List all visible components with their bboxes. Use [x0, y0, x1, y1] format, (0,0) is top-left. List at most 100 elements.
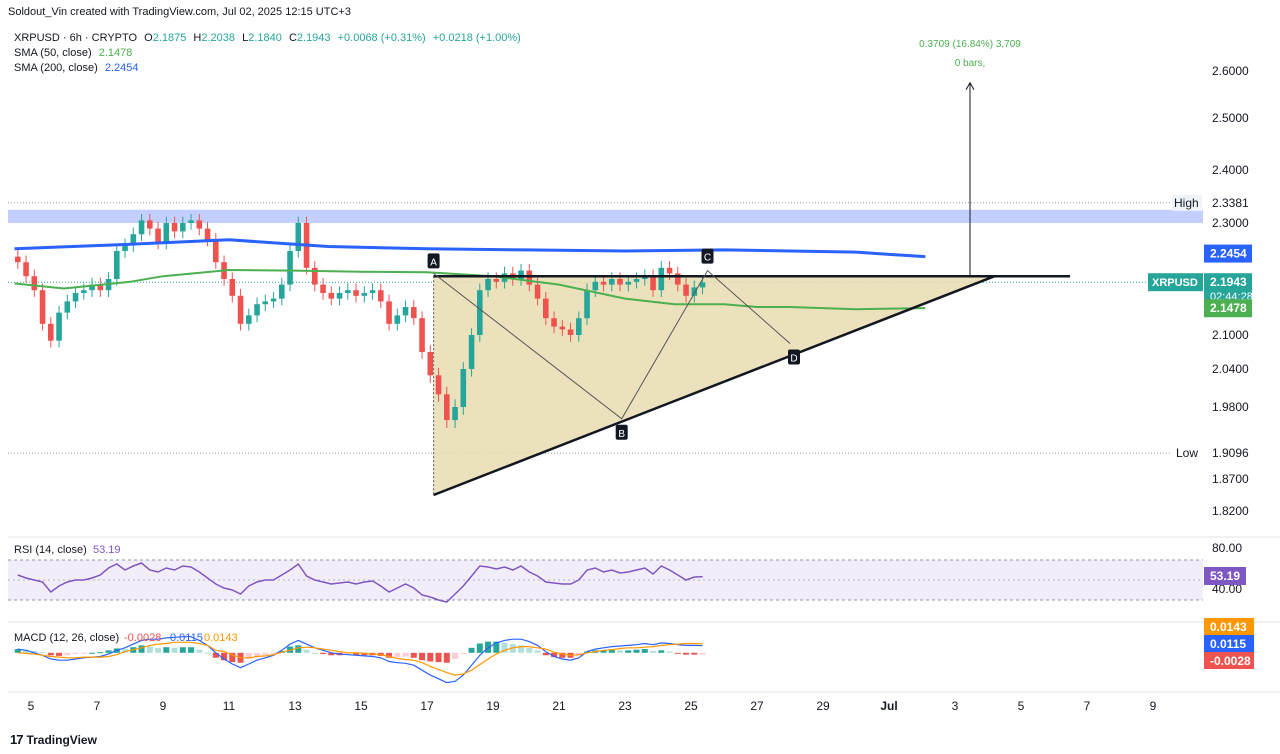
rsi-title: RSI (14, close) [14, 544, 87, 556]
candle [675, 266, 681, 292]
macd-histogram-bar [542, 652, 549, 656]
candle-body [204, 228, 211, 240]
candle-body [39, 290, 46, 324]
candle-body [56, 312, 62, 341]
candle [526, 263, 533, 292]
candle-body [237, 295, 244, 324]
candle [171, 216, 178, 239]
macd-line [17, 636, 703, 684]
time-tick-label: 19 [486, 699, 500, 713]
candle [262, 294, 269, 311]
macd-histogram-bar [526, 647, 533, 653]
candle-body [31, 276, 38, 291]
candle-body [229, 279, 236, 296]
change-value-2: +0.0218 (+1.00%) [432, 32, 521, 44]
high-label: H [193, 32, 202, 44]
candle [650, 269, 656, 297]
symbol-line: XRPUSD · 6h · CRYPTO [14, 32, 138, 44]
candle [691, 280, 698, 303]
pattern-point-a: A [427, 253, 440, 269]
macd-histogram-bar [435, 652, 442, 663]
candle [468, 328, 475, 377]
price-tag-text: 2.1943 [1210, 275, 1247, 289]
time-tick-label: 15 [354, 699, 368, 713]
candle-body [213, 239, 219, 263]
candle [435, 367, 442, 402]
candle-body [180, 223, 186, 232]
candle [270, 291, 277, 309]
candle [600, 275, 607, 292]
candle-body [460, 369, 467, 407]
candle [576, 311, 582, 342]
macd-histogram-bar [39, 652, 46, 654]
macd-histogram-bar [443, 652, 450, 663]
attribution-text: Soldout_Vin created with TradingView.com… [8, 6, 351, 18]
candle [625, 275, 632, 292]
candle-body [435, 375, 442, 395]
candle-body [196, 220, 203, 229]
candle-body [468, 335, 475, 369]
macd-histogram-bar [212, 652, 219, 658]
high-value: 2.2038 [201, 32, 236, 44]
candle [188, 213, 194, 230]
candle-body [147, 220, 153, 229]
sma200-legend[interactable]: SMA (200, close) 2.2454 [14, 62, 138, 74]
candle-body [485, 279, 491, 291]
sma50-legend[interactable]: SMA (50, close) 2.1478 [14, 47, 132, 59]
rsi-line [17, 562, 703, 603]
candle-body [402, 307, 409, 316]
rsi-legend-value: 53.19 [93, 544, 121, 556]
sma50-value: 2.1478 [98, 47, 133, 59]
candle-body [600, 281, 607, 285]
candle-body [114, 251, 120, 279]
sma50-price-tag: 2.1478 [1204, 299, 1252, 318]
macd-histogram-bar [691, 652, 698, 655]
macd-histogram-bar [386, 652, 393, 658]
high-label: High [1174, 196, 1199, 210]
macd-tag-bg [1204, 652, 1254, 669]
macd-histogram-bar [138, 645, 145, 653]
candle [336, 286, 343, 306]
candle [452, 399, 458, 428]
close-label: C [288, 32, 297, 44]
macd-histogram-bar [344, 652, 351, 655]
tradingview-logo[interactable]: 17 TradingView [10, 732, 97, 747]
grid [8, 536, 1280, 693]
sma200-price-tag-text: 2.2454 [1210, 247, 1247, 261]
candle-body [336, 293, 343, 299]
time-tick-label: 11 [223, 699, 236, 713]
sma200-value: 2.2454 [104, 62, 139, 74]
macd-histogram-bar [641, 649, 648, 653]
low-value: 1.9096 [1212, 446, 1249, 460]
pattern-overlay: A B C D 0.3709 (16.84%) 3,709 0 bars, [427, 39, 1070, 497]
candle [287, 244, 293, 292]
candle [237, 289, 244, 331]
candle [246, 308, 252, 331]
macd-histogram-bar [270, 652, 277, 654]
macd-histogram-bar [47, 652, 54, 656]
abcd-zigzag [433, 269, 791, 420]
candle-body [592, 281, 599, 291]
candle-body [666, 267, 673, 274]
price-tick-label: 1.8200 [1212, 504, 1249, 518]
macd-histogram-bar [171, 647, 178, 653]
candle-body [287, 251, 293, 285]
candle [138, 213, 145, 241]
candle [518, 263, 524, 286]
macd-histogram-bar [89, 652, 96, 654]
sma50-price-tag-text: 2.1478 [1210, 301, 1247, 315]
macd-histogram-bar [155, 647, 162, 653]
time-tick-label: 27 [750, 699, 764, 713]
candle-body [72, 293, 79, 302]
candle [567, 322, 574, 342]
low-label: L [242, 32, 249, 44]
candle-body [477, 290, 483, 335]
candle [89, 277, 95, 297]
macd-histogram-bar [650, 650, 657, 653]
candle [477, 283, 483, 342]
price-tick-label: 2.3000 [1212, 216, 1249, 230]
candle-body [312, 267, 318, 285]
candle-body [419, 318, 425, 352]
candle-body [411, 307, 417, 319]
